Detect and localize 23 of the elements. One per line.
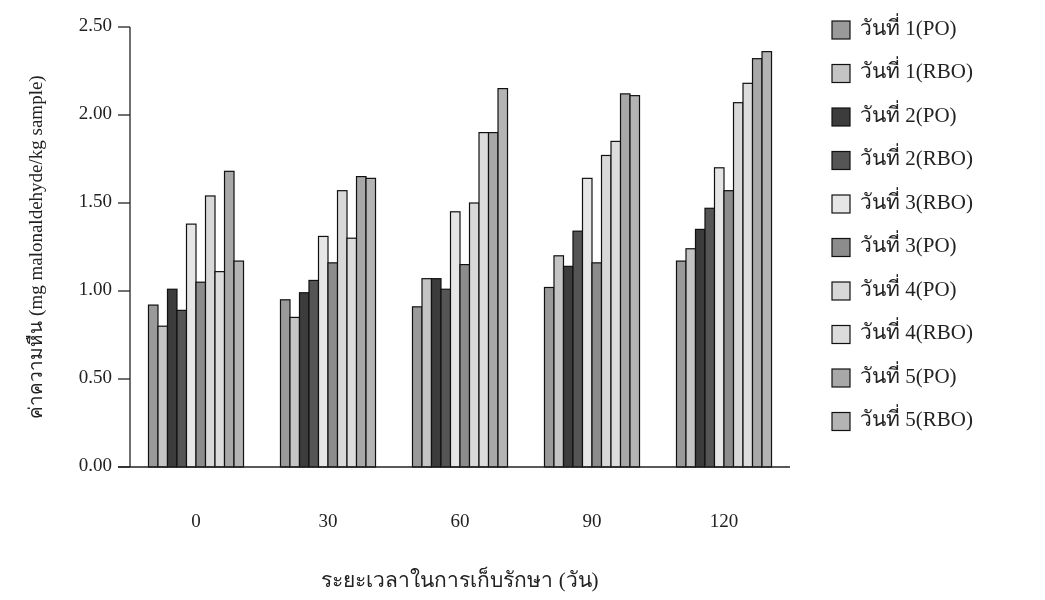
x-tick-label: 0: [191, 510, 201, 531]
legend-label: วันที่ 3(RBO): [860, 186, 973, 214]
y-axis-title: ค่าความหืน (mg malonaldehyde/kg sample): [25, 75, 47, 419]
legend-label: วันที่ 5(PO): [860, 360, 957, 388]
x-tick-label: 120: [709, 510, 739, 531]
y-tick-label: 0.50: [78, 366, 112, 388]
legend-label: วันที่ 2(PO): [860, 99, 957, 127]
legend-label: วันที่ 5(RBO): [860, 404, 973, 432]
y-tick-label: 0.00: [78, 454, 112, 476]
x-tick-label: 30: [318, 510, 338, 531]
y-tick-label: 2.50: [78, 14, 112, 36]
x-tick-label: 60: [450, 510, 470, 531]
legend-label: วันที่ 1(PO): [860, 12, 957, 40]
x-axis-title: ระยะเวลาในการเก็บรักษา (วัน): [321, 566, 599, 592]
legend-label: วันที่ 2(RBO): [860, 143, 973, 171]
y-tick-label: 1.00: [78, 278, 112, 300]
legend-label: วันที่ 1(RBO): [860, 56, 973, 84]
y-tick-label: 1.50: [78, 190, 112, 212]
legend-label: วันที่ 4(RBO): [860, 317, 973, 345]
legend-label: วันที่ 3(PO): [860, 230, 957, 258]
y-tick-label: 2.00: [78, 102, 112, 124]
x-tick-label: 90: [582, 510, 602, 531]
legend-label: วันที่ 4(PO): [860, 273, 957, 301]
